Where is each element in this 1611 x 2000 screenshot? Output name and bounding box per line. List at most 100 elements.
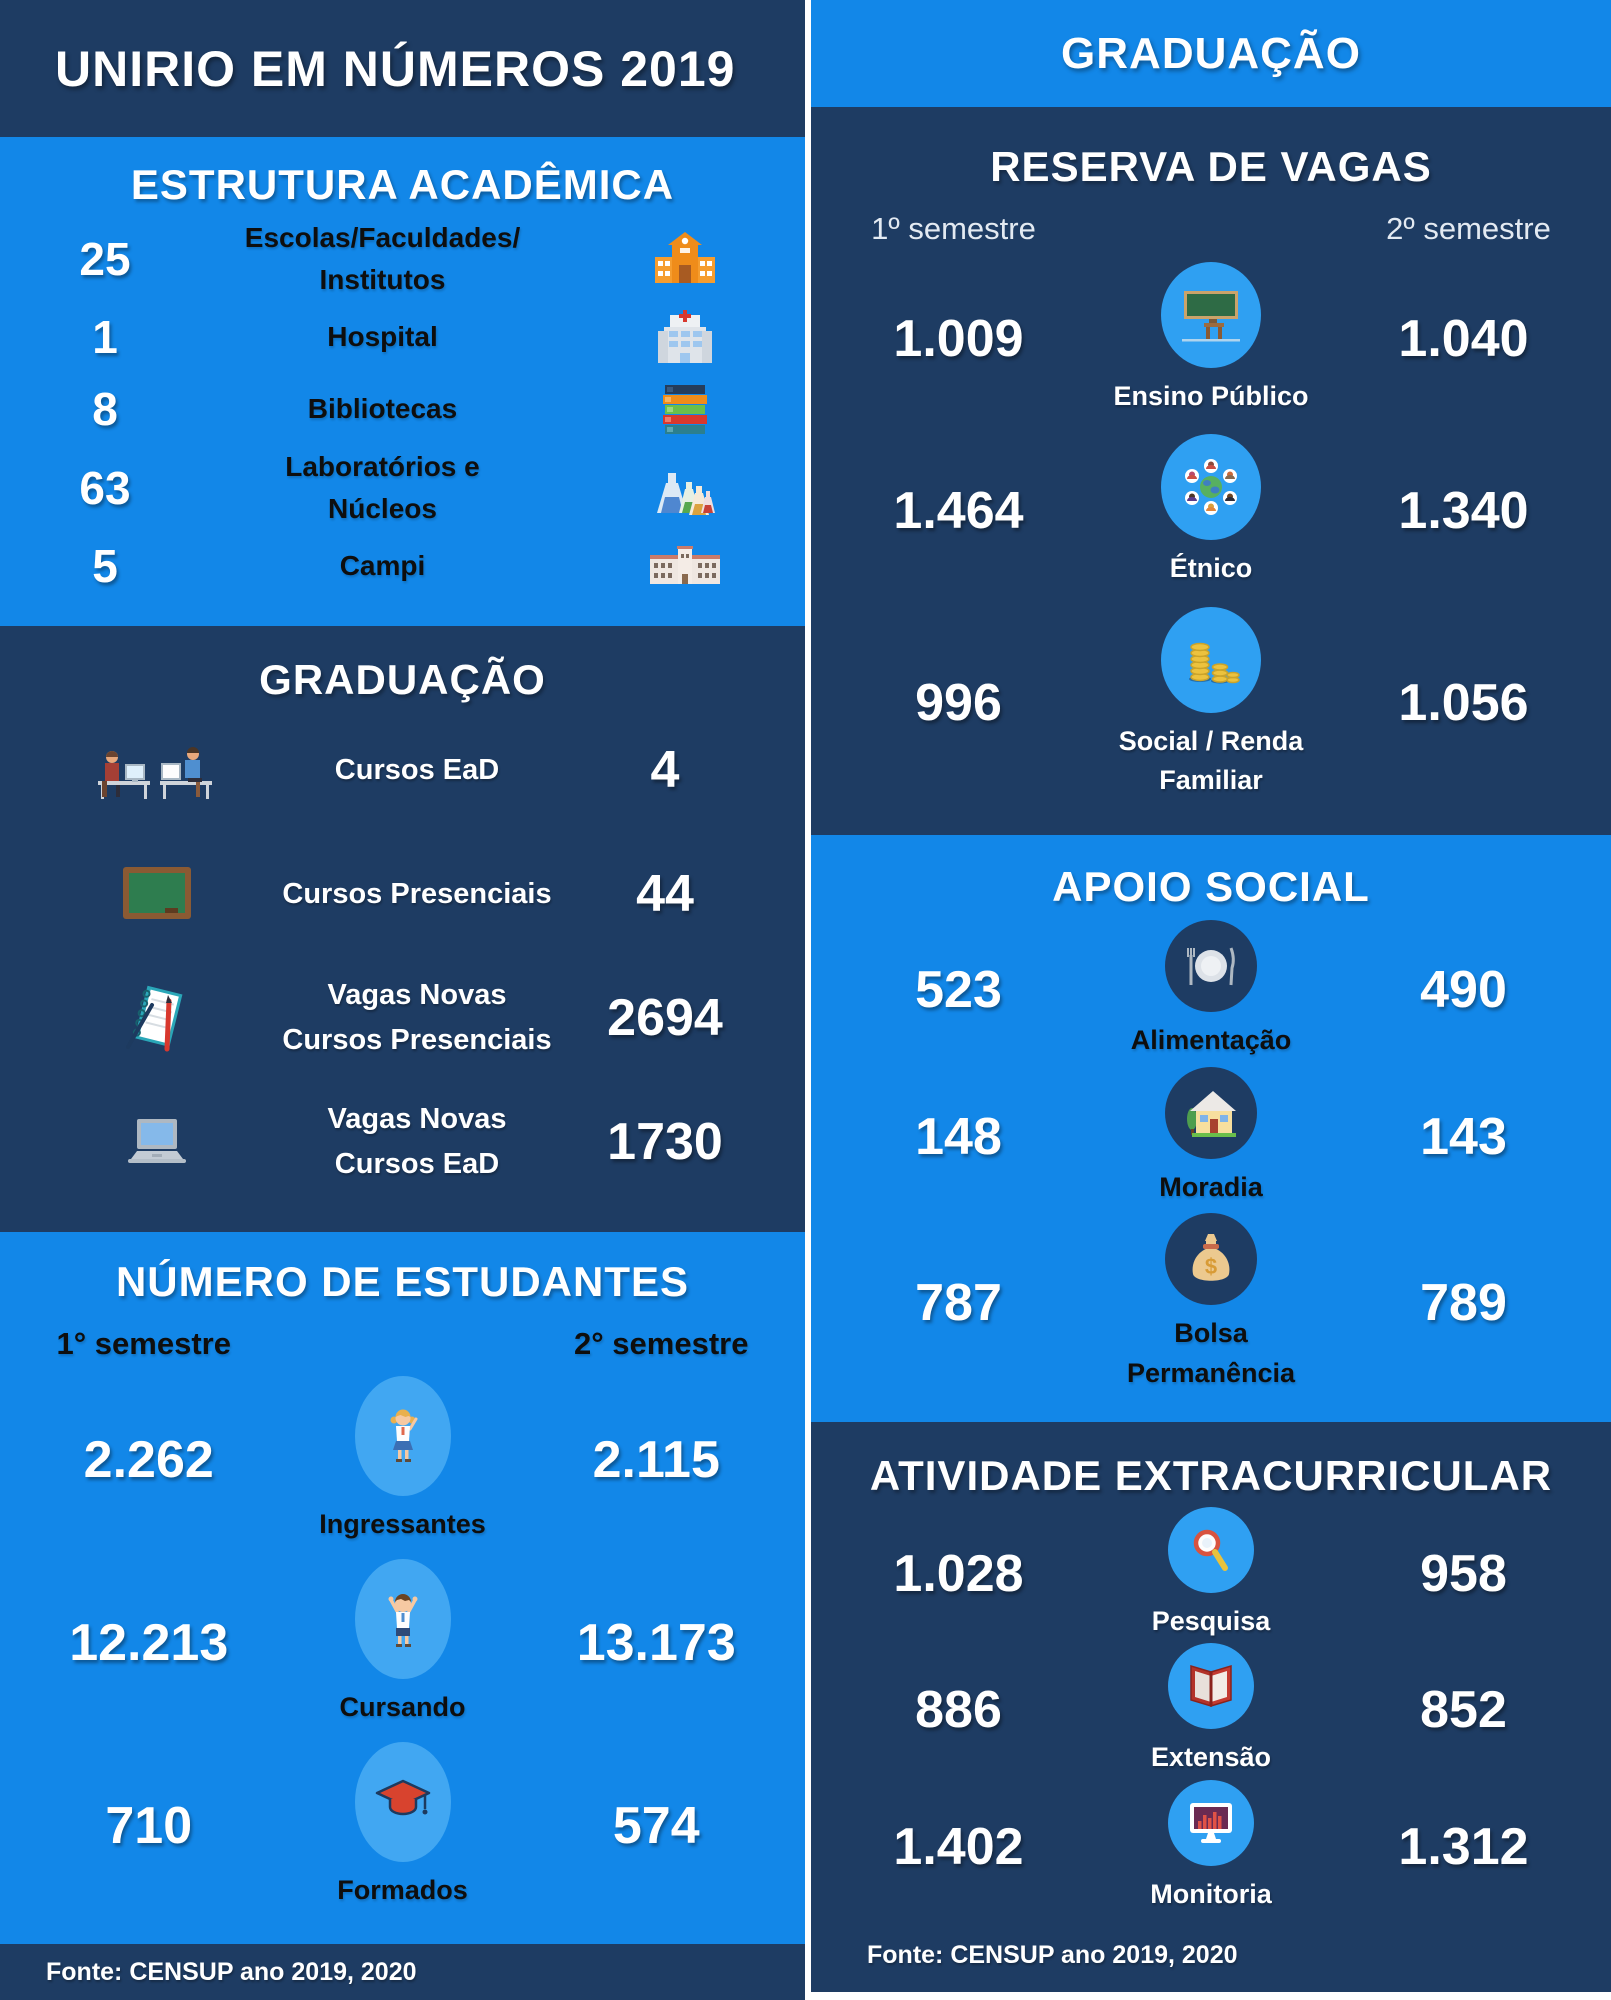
student-girl-icon: [354, 1375, 451, 1496]
graduation-cap-icon: [354, 1742, 451, 1863]
right-footer: Fonte: CENSUP ano 2019, 2020: [811, 1941, 1611, 1992]
right-header: GRADUAÇÃO: [811, 0, 1611, 107]
meal-plate-icon: [1165, 920, 1257, 1013]
house-icon: [1165, 1066, 1257, 1159]
semester-2-value: 490: [1420, 961, 1507, 1020]
semester-1-value: 12.213: [69, 1613, 229, 1672]
section-graduacao-left: GRADUAÇÃO Cursos EaD 4 Cursos Presenciai…: [0, 626, 805, 1232]
semester-1-value: 787: [915, 1274, 1002, 1333]
stat-label: Cursos Presenciais: [282, 877, 552, 910]
stat-value: 25: [79, 233, 131, 285]
stat-row: 1.402 Monitoria 1.312: [821, 1779, 1601, 1914]
semester-1-value: 148: [915, 1107, 1002, 1166]
stat-label: Ensino Público: [1113, 381, 1309, 412]
semester-header-row: 1º semestre 2º semestre: [811, 191, 1611, 247]
atividade-title: ATIVIDADE EXTRACURRICULAR: [869, 1452, 1553, 1499]
stat-label: Étnico: [1169, 553, 1253, 584]
right-column: GRADUAÇÃO RESERVA DE VAGAS 1º semestre 2…: [811, 0, 1611, 2000]
semester-1-value: 886: [915, 1681, 1002, 1740]
stat-label: Moradia: [1159, 1171, 1263, 1202]
left-column: UNIRIO EM NÚMEROS 2019 ESTRUTURA ACADÊMI…: [0, 0, 805, 2000]
stat-row: 996 Social / Renda Familiar 1.056: [821, 606, 1601, 800]
stat-value: 1730: [607, 1113, 723, 1171]
section-atividade-extracurricular: ATIVIDADE EXTRACURRICULAR 1.028 Pesquisa…: [811, 1422, 1611, 1992]
reserva-rows: 1.009 Ensino Público 1.040 1.464: [811, 247, 1611, 835]
left-header: UNIRIO EM NÚMEROS 2019: [0, 0, 805, 137]
books-icon: [595, 383, 775, 435]
school-icon: [595, 231, 775, 287]
notebook-pens-icon: [44, 983, 269, 1053]
semester-1-value: 1.402: [893, 1817, 1024, 1876]
laptop-icon: [44, 1117, 269, 1167]
semester-1-value: 523: [915, 961, 1002, 1020]
graduacao-rows: Cursos EaD 4 Cursos Presenciais 44 Vagas…: [0, 704, 805, 1232]
stat-label: Laboratórios e Núcleos: [285, 450, 480, 524]
money-bag-icon: $: [1165, 1213, 1257, 1306]
ethnic-diversity-icon: [1161, 434, 1261, 541]
stat-row: 63 Laboratórios e Núcleos: [40, 446, 775, 530]
semester-1-value: 710: [105, 1797, 193, 1856]
semester-2-value: 13.173: [576, 1613, 736, 1672]
stat-label: Escolas/Faculdades/ Institutos: [244, 222, 521, 295]
stat-label: Bolsa Permanência: [1126, 1318, 1296, 1388]
semester-1-value: 996: [915, 674, 1002, 733]
stat-row: 1.028 Pesquisa 958: [821, 1507, 1601, 1641]
stat-label: Campi: [339, 549, 426, 581]
semester-2-value: 2.115: [592, 1430, 720, 1489]
stat-label: Social / Renda Familiar: [1118, 725, 1304, 795]
stat-label: Vagas Novas Cursos EaD: [327, 1103, 507, 1180]
semester-2-value: 1.340: [1398, 482, 1529, 541]
stat-value: 63: [79, 461, 131, 514]
campus-building-icon: [595, 545, 775, 586]
stat-label: Cursando: [339, 1691, 466, 1722]
stat-row: Cursos EaD 4: [44, 708, 765, 832]
atividade-rows: 1.028 Pesquisa 958 886: [811, 1500, 1611, 1941]
source-note: Fonte: CENSUP ano 2019, 2020: [46, 1957, 417, 1986]
student-boy-icon: [354, 1558, 451, 1679]
hospital-icon: [595, 309, 775, 365]
bottom-margin: [811, 1992, 1611, 2000]
stat-row: 2.262 Ingressantes 2.115: [10, 1375, 795, 1544]
magnifier-icon: [1168, 1507, 1254, 1594]
stat-label: Vagas Novas Cursos Presenciais: [282, 979, 552, 1056]
stat-row: 8 Bibliotecas: [40, 373, 775, 445]
semester-2-value: 852: [1420, 1681, 1507, 1740]
semester-2-label: 2º semestre: [1386, 211, 1551, 246]
stat-label: Hospital: [327, 321, 438, 353]
computer-students-icon: [44, 739, 269, 801]
stat-value: 5: [92, 539, 118, 592]
stat-row: Cursos Presenciais 44: [44, 832, 765, 956]
semester-2-value: 958: [1420, 1545, 1507, 1604]
stat-row: 5 Campi: [40, 530, 775, 602]
stat-label: Formados: [337, 1875, 468, 1906]
stat-label: Cursos EaD: [334, 753, 500, 786]
apoio-rows: 523 Alimentação 490 148: [811, 911, 1611, 1422]
stat-value: 8: [92, 383, 118, 436]
stat-row: 886 Extensão 852: [821, 1643, 1601, 1777]
section-reserva-de-vagas: RESERVA DE VAGAS 1º semestre 2º semestre…: [811, 107, 1611, 835]
stat-value: 44: [636, 865, 694, 923]
stat-row: Vagas Novas Cursos Presenciais 2694: [44, 956, 765, 1080]
right-header-title: GRADUAÇÃO: [1061, 28, 1361, 78]
section-numero-estudantes: NÚMERO DE ESTUDANTES 1° semestre 2° seme…: [0, 1232, 805, 1944]
monitor-chart-icon: [1168, 1779, 1254, 1866]
apoio-title: APOIO SOCIAL: [1052, 863, 1370, 910]
left-footer: Fonte: CENSUP ano 2019, 2020: [0, 1944, 805, 2000]
source-note: Fonte: CENSUP ano 2019, 2020: [867, 1941, 1238, 1969]
stat-label: Bibliotecas: [307, 393, 458, 425]
semester-2-value: 1.056: [1398, 674, 1529, 733]
chalkboard-icon: [44, 865, 269, 923]
stat-row: 523 Alimentação 490: [821, 920, 1601, 1060]
open-book-icon: [1168, 1643, 1254, 1730]
stat-label: Ingressantes: [319, 1508, 486, 1539]
reserva-title: RESERVA DE VAGAS: [990, 143, 1432, 190]
stat-label: Extensão: [1150, 1742, 1272, 1773]
stat-value: 2694: [607, 989, 723, 1047]
stat-row: 1.464 Étnico 1.340: [821, 434, 1601, 588]
semester-1-value: 1.009: [893, 310, 1024, 369]
semester-1-value: 1.464: [893, 482, 1024, 541]
estudantes-title: NÚMERO DE ESTUDANTES: [115, 1258, 690, 1305]
graduacao-title: GRADUAÇÃO: [259, 656, 546, 703]
semester-1-value: 2.262: [83, 1430, 214, 1489]
